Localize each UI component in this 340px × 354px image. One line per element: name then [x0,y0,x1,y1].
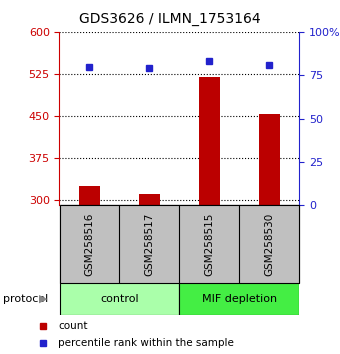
Bar [79,186,100,205]
Bar [59,283,180,315]
Bar [119,205,180,283]
Bar [239,205,299,283]
Bar [259,114,280,205]
Text: control: control [100,294,139,304]
Bar [180,205,239,283]
Text: ▶: ▶ [39,294,48,304]
Text: GDS3626 / ILMN_1753164: GDS3626 / ILMN_1753164 [79,12,261,27]
Bar [139,194,160,205]
Text: percentile rank within the sample: percentile rank within the sample [58,338,234,348]
Text: GSM258516: GSM258516 [84,212,95,276]
Text: protocol: protocol [3,294,49,304]
Text: count: count [58,321,87,331]
Bar [180,283,299,315]
Text: GSM258530: GSM258530 [264,213,274,276]
Text: GSM258517: GSM258517 [144,212,154,276]
Bar [59,205,119,283]
Text: MIF depletion: MIF depletion [202,294,277,304]
Text: GSM258515: GSM258515 [204,212,214,276]
Bar [199,76,220,205]
